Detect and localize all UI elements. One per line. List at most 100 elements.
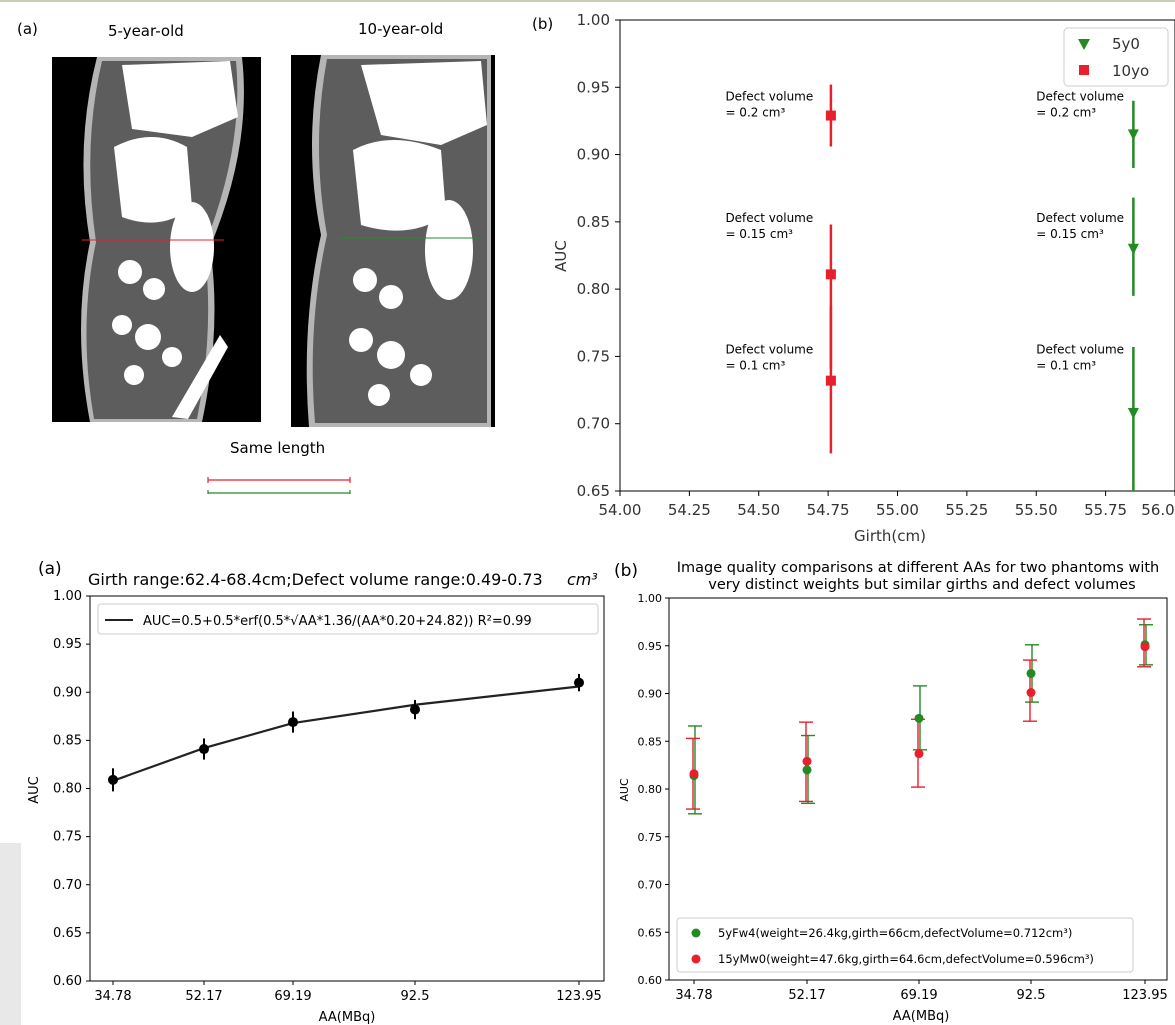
x-tick-label: 55.25: [945, 501, 988, 519]
defect-volume-annotation-value: = 0.2 cm³: [725, 106, 785, 120]
measure-line-5yo: [82, 239, 224, 241]
top-border-line: [0, 0, 1175, 2]
y-tick-label: 0.80: [577, 280, 610, 298]
legend-box: [97, 603, 599, 635]
x-tick-label: 92.5: [401, 989, 430, 1004]
data-point-triangle: [1127, 243, 1139, 255]
legend-box: [676, 917, 1134, 973]
phantom-title-5yo: 5-year-old: [108, 22, 184, 40]
y-tick-label: 0.75: [638, 831, 663, 844]
legend-box: [1063, 27, 1169, 87]
x-tick-label: 56.0: [1141, 501, 1174, 519]
x-tick-label: 54.50: [737, 501, 780, 519]
x-tick-label: 52.17: [788, 988, 825, 1003]
defect-volume-annotation-value: = 0.1 cm³: [725, 359, 785, 373]
legend-marker-square: [1079, 65, 1089, 75]
y-tick-label: 0.75: [577, 347, 610, 365]
same-length-bars: [207, 477, 351, 494]
chart-title-line2: very distinct weights but similar girths…: [708, 577, 1135, 593]
panel-label-b-top: (b): [532, 15, 554, 33]
y-tick-label: 0.85: [577, 213, 610, 231]
y-tick-label: 0.80: [53, 782, 82, 797]
defect-volume-annotation-value: = 0.1 cm³: [1036, 359, 1096, 373]
x-axis-label: AA(MBq): [893, 1009, 950, 1024]
y-tick-label: 0.65: [53, 926, 82, 941]
data-point-square: [825, 375, 836, 386]
x-tick-label: 34.78: [675, 988, 712, 1003]
data-point: [914, 713, 924, 723]
data-point-triangle: [1127, 129, 1139, 141]
y-tick-label: 0.90: [638, 688, 663, 701]
same-length-label: Same length: [230, 439, 326, 457]
chart-title-unit: cm³: [567, 570, 598, 589]
legend-label: 5y0: [1112, 35, 1140, 53]
defect-volume-annotation: Defect volume: [1036, 211, 1124, 225]
y-tick-label: 0.85: [638, 735, 663, 748]
defect-volume-annotation: Defect volume: [725, 211, 813, 225]
y-tick-label: 0.60: [638, 974, 663, 987]
x-axis-label: AA(MBq): [319, 1010, 376, 1025]
y-tick-label: 0.80: [638, 783, 663, 796]
x-tick-label: 54.25: [668, 501, 711, 519]
data-point: [802, 765, 812, 775]
legend-label: 15yMw0(weight=47.6kg,girth=64.6cm,defect…: [718, 952, 1094, 966]
y-tick-label: 0.70: [53, 878, 82, 893]
y-tick-label: 0.75: [53, 830, 82, 845]
chart-title: Girth range:62.4-68.4cm;Defect volume ra…: [88, 570, 543, 589]
x-tick-label: 123.95: [1122, 988, 1168, 1003]
data-point: [1026, 688, 1036, 698]
x-tick-label: 52.17: [185, 989, 222, 1004]
y-tick-label: 0.65: [577, 482, 610, 500]
legend-label: 10yo: [1112, 62, 1149, 80]
legend-label: 5yFw4(weight=26.4kg,girth=66cm,defectVol…: [718, 926, 1072, 940]
data-point: [108, 774, 118, 785]
side-gray-panel: [0, 843, 21, 1025]
y-tick-label: 0.95: [577, 78, 610, 96]
y-tick-label: 0.70: [638, 879, 663, 892]
y-tick-label: 1.00: [638, 592, 663, 605]
defect-volume-annotation-value: = 0.2 cm³: [1036, 106, 1096, 120]
data-point: [288, 717, 298, 728]
chart-title: Image quality comparisons at different A…: [677, 560, 1160, 576]
defect-volume-annotation: Defect volume: [1036, 343, 1124, 357]
data-point-square: [825, 269, 836, 280]
defect-volume-annotation-value: = 0.15 cm³: [1036, 227, 1104, 241]
y-tick-label: 1.00: [577, 11, 610, 29]
phantom-10yo-drawing: [306, 55, 502, 427]
y-axis-label: AUC: [552, 240, 570, 272]
y-tick-label: 0.85: [53, 733, 82, 748]
data-point: [914, 749, 924, 759]
x-tick-label: 55.75: [1084, 501, 1127, 519]
x-tick-label: 69.19: [274, 989, 311, 1004]
defect-volume-annotation: Defect volume: [1036, 90, 1124, 104]
y-tick-label: 0.95: [53, 637, 82, 652]
phantom-title-10yo: 10-year-old: [358, 20, 444, 38]
y-tick-label: 0.60: [53, 974, 82, 989]
panel-label-a-top: (a): [17, 20, 38, 38]
data-point: [574, 677, 584, 688]
y-tick-label: 0.90: [53, 685, 82, 700]
x-tick-label: 54.75: [807, 501, 850, 519]
data-point: [802, 756, 812, 766]
x-tick-label: 54.00: [599, 501, 642, 519]
defect-volume-annotation: Defect volume: [725, 343, 813, 357]
x-axis-label: Girth(cm): [854, 527, 926, 545]
data-point-square: [825, 110, 836, 121]
measure-line-10yo: [339, 237, 481, 239]
x-tick-label: 123.95: [556, 989, 602, 1004]
legend-marker: [691, 928, 701, 938]
panel-label-a-bottom: (a): [38, 559, 62, 579]
data-point: [199, 744, 209, 755]
y-tick-label: 0.70: [577, 415, 610, 433]
y-tick-label: 0.65: [638, 926, 663, 939]
data-point: [1026, 668, 1036, 678]
legend-marker-triangle: [1078, 39, 1090, 50]
legend-marker: [691, 954, 701, 964]
defect-volume-annotation-value: = 0.15 cm³: [725, 227, 793, 241]
data-point-triangle: [1127, 407, 1139, 419]
legend-formula: AUC=0.5+0.5*erf(0.5*√AA*1.36/(AA*0.20+24…: [143, 614, 532, 629]
phantom-image-5yo: [52, 57, 261, 422]
data-point: [410, 704, 420, 715]
y-axis-label: AUC: [27, 776, 42, 804]
